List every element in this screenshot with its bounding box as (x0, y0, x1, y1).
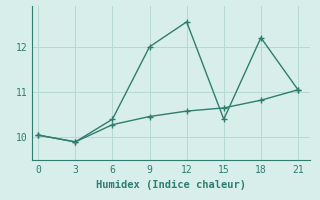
X-axis label: Humidex (Indice chaleur): Humidex (Indice chaleur) (96, 180, 246, 190)
